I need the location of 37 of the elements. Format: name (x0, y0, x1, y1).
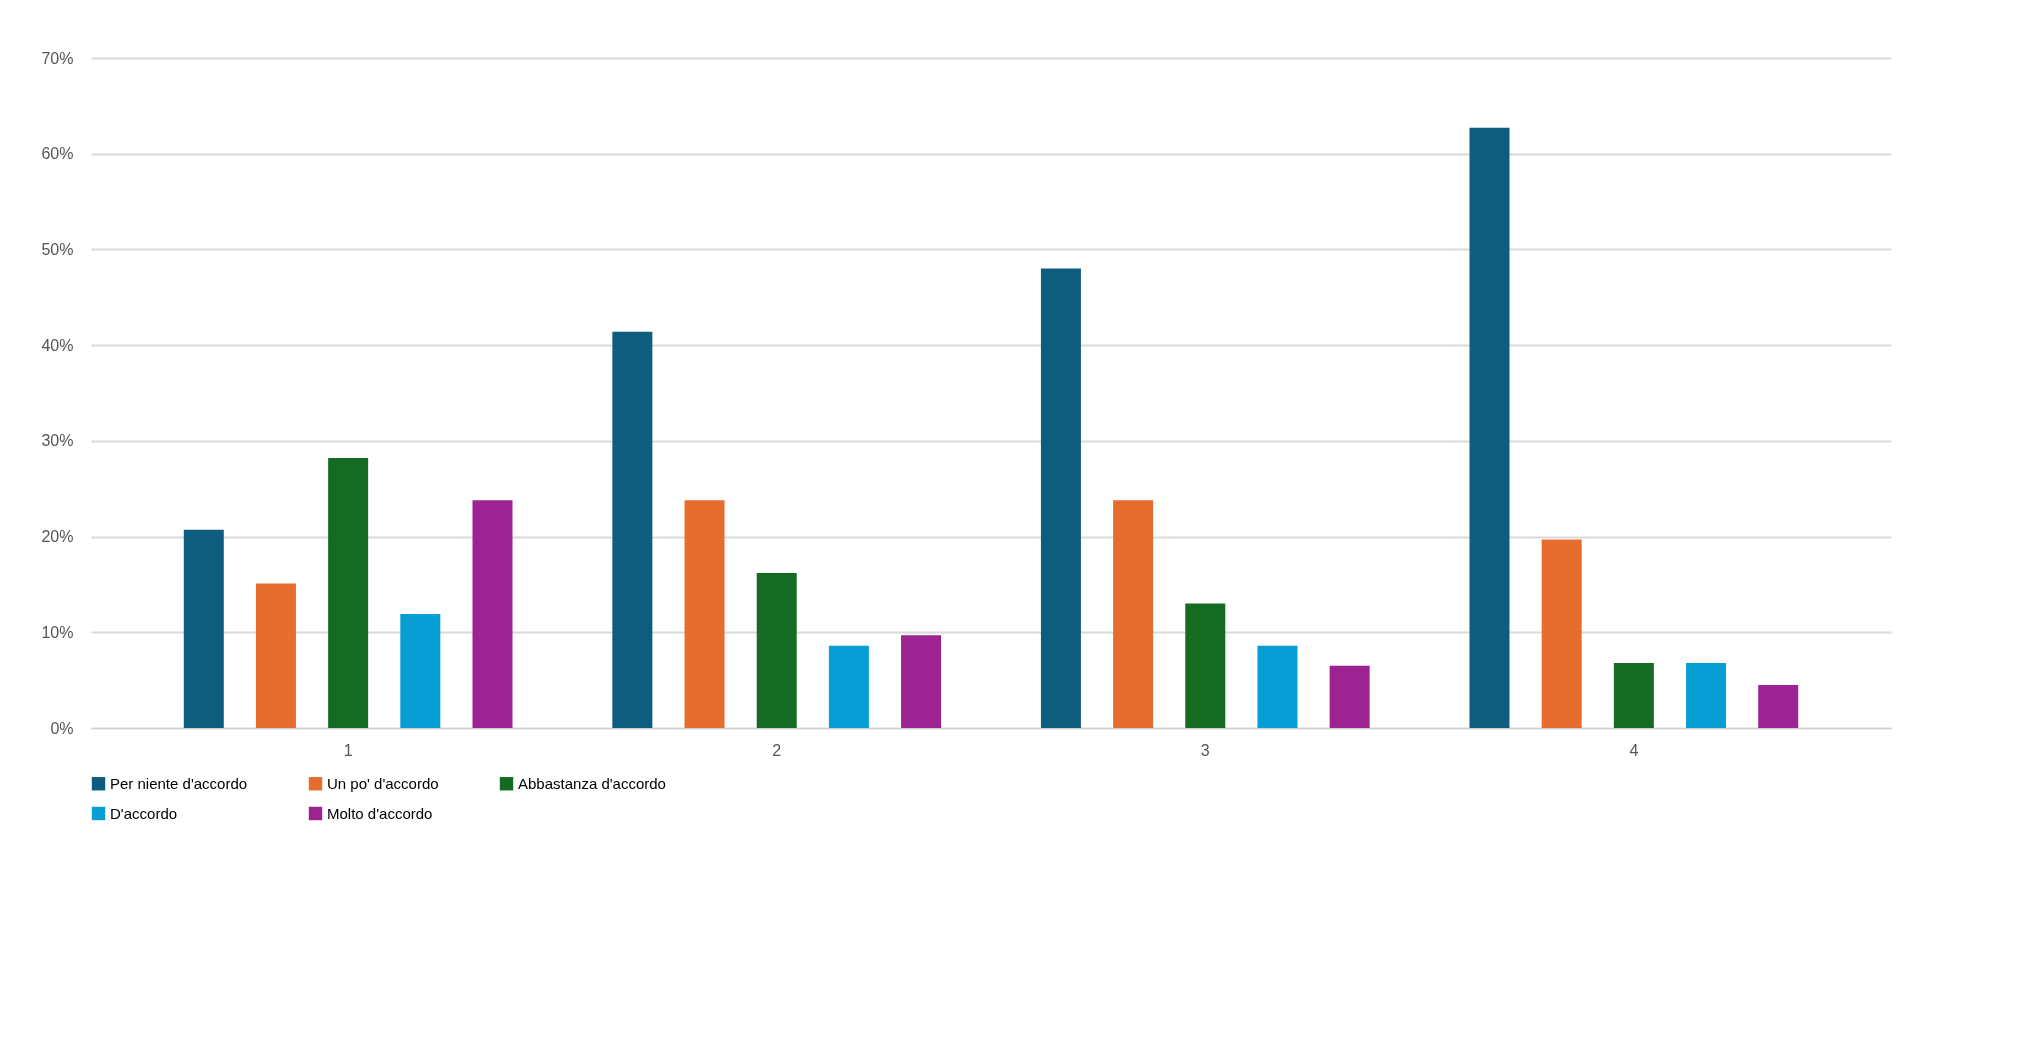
bar (1758, 684, 1799, 728)
bar (1613, 662, 1654, 728)
y-tick-label: 0% (50, 719, 74, 737)
legend-label: Un po' d'accordo (327, 774, 439, 792)
bar (1469, 127, 1510, 728)
y-tick-label: 70% (41, 49, 74, 67)
x-tick-label: 3 (1200, 741, 1210, 759)
bar (684, 500, 725, 728)
bar (255, 583, 296, 728)
bar (328, 458, 369, 728)
legend-label: Molto d'accordo (327, 804, 433, 822)
bar (612, 331, 653, 728)
x-tick-label: 1 (343, 741, 353, 759)
bar (1113, 500, 1154, 728)
bar (1329, 665, 1370, 728)
y-tick-label: 30% (41, 432, 74, 450)
legend-label: Per niente d'accordo (110, 774, 248, 792)
bar (901, 635, 942, 728)
bar (1686, 662, 1727, 728)
x-tick-label: 2 (772, 741, 782, 759)
bar (1257, 645, 1298, 728)
bar (400, 614, 441, 728)
y-tick-label: 50% (41, 240, 74, 258)
y-tick-label: 60% (41, 145, 74, 163)
y-tick-label: 10% (41, 623, 74, 641)
bar (1541, 539, 1582, 728)
bar (183, 529, 224, 728)
bar (828, 645, 869, 728)
bar (1185, 603, 1226, 728)
bar (472, 500, 513, 728)
bar (1040, 268, 1081, 728)
legend-label: D'accordo (110, 804, 178, 822)
y-tick-label: 40% (41, 336, 74, 354)
x-tick-label: 4 (1629, 741, 1639, 759)
legend-label: Abbastanza d'accordo (518, 774, 666, 792)
bar (756, 572, 797, 728)
y-tick-label: 20% (41, 528, 74, 546)
